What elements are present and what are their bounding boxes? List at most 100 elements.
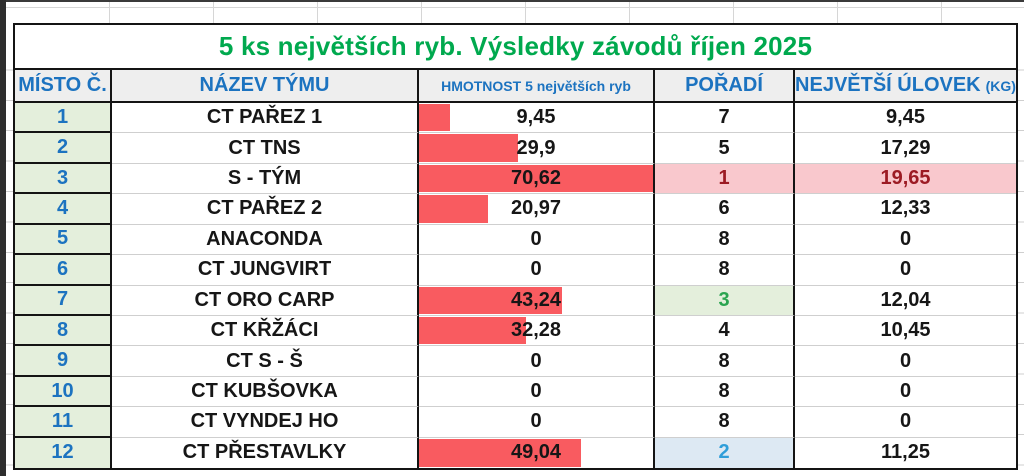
place-value: 10 [51,379,74,402]
cell-rank[interactable]: 8 [655,376,795,408]
cell-rank[interactable]: 4 [655,315,795,347]
biggest-value: 11,25 [881,441,930,464]
cell-place[interactable]: 2 [15,133,112,164]
cell-biggest[interactable]: 0 [795,346,1016,377]
cell-weight[interactable]: 9,45 [419,103,655,134]
cell-team[interactable]: CT TNS [112,133,419,164]
rank-value: 7 [718,106,730,129]
cell-place[interactable]: 10 [15,376,112,408]
results-table: 5 ks největších ryb. Výsledky závodů říj… [13,23,1018,470]
cell-rank[interactable]: 1 [655,163,795,195]
cell-weight[interactable]: 0 [419,346,655,377]
cell-weight[interactable]: 29,9 [419,133,655,164]
cell-place[interactable]: 12 [15,437,112,469]
cell-weight[interactable]: 49,04 [419,437,655,469]
sheet-left-margin-gridlines [6,23,13,470]
cell-rank[interactable]: 6 [655,194,795,225]
cell-rank[interactable]: 5 [655,133,795,164]
cell-team[interactable]: CT PAŘEZ 1 [112,103,419,134]
cell-weight[interactable]: 0 [419,255,655,286]
table-row: 3 S - TÝM 70,62 1 19,65 [15,163,1016,195]
cell-biggest[interactable]: 19,65 [795,163,1016,195]
rank-value: 8 [718,227,730,250]
cell-weight[interactable]: 70,62 [419,163,655,195]
team-name: CT PAŘEZ 1 [206,106,323,129]
place-value: 7 [56,288,69,311]
cell-place[interactable]: 9 [15,346,112,377]
cell-weight[interactable]: 43,24 [419,285,655,316]
header-team[interactable]: NÁZEV TÝMU [112,70,419,101]
place-value: 3 [56,166,69,189]
cell-team[interactable]: CT JUNGVIRT [112,255,419,286]
weight-value: 70,62 [510,167,562,190]
cell-place[interactable]: 3 [15,163,112,195]
header-weight-label: HMOTNOST 5 největších ryb [441,77,631,94]
header-weight[interactable]: HMOTNOST 5 největších ryb [419,70,655,101]
cell-place[interactable]: 6 [15,255,112,286]
cell-weight[interactable]: 32,28 [419,315,655,347]
biggest-value: 9,45 [886,106,925,129]
header-biggest-unit: (KG) [985,77,1016,94]
data-bar [419,438,582,468]
cell-biggest[interactable]: 0 [795,224,1016,256]
cell-team[interactable]: CT VYNDEJ HO [112,407,419,438]
cell-team[interactable]: CT PŘESTAVLKY [112,437,419,469]
cell-place[interactable]: 11 [15,407,112,438]
header-place[interactable]: MÍSTO Č. [15,70,112,101]
team-name: CT KUBŠOVKA [191,380,338,402]
cell-place[interactable]: 7 [15,285,112,316]
header-place-label: MÍSTO Č. [18,74,107,96]
data-bar [419,104,451,132]
table-row: 12 CT PŘESTAVLKY 49,04 2 11,25 [15,437,1016,469]
cell-rank[interactable]: 8 [655,224,795,256]
cell-weight[interactable]: 20,97 [419,194,655,225]
table-title-cell[interactable]: 5 ks největších ryb. Výsledky závodů říj… [15,25,1016,70]
team-name: CT PAŘEZ 2 [206,197,323,220]
cell-team[interactable]: CT KŘŽÁCI [112,315,419,347]
cell-biggest[interactable]: 0 [795,376,1016,408]
cell-weight[interactable]: 0 [419,224,655,256]
place-value: 4 [56,196,69,219]
header-rank[interactable]: POŘADÍ [655,70,795,101]
header-biggest-label: NEJVĚTŠÍ ÚLOVEK [795,74,981,96]
table-row: 10 CT KUBŠOVKA 0 8 0 [15,376,1016,408]
biggest-value: 17,29 [880,136,931,159]
cell-weight[interactable]: 0 [419,376,655,408]
weight-value: 0 [530,410,542,433]
cell-biggest[interactable]: 0 [795,407,1016,438]
cell-biggest[interactable]: 12,33 [795,194,1016,225]
cell-team[interactable]: S - TÝM [112,163,419,195]
cell-biggest[interactable]: 12,04 [795,285,1016,316]
cell-rank[interactable]: 8 [655,407,795,438]
weight-value: 32,28 [510,319,562,342]
header-biggest[interactable]: NEJVĚTŠÍ ÚLOVEK (KG) [795,70,1016,101]
cell-team[interactable]: CT ORO CARP [112,285,419,316]
cell-weight[interactable]: 0 [419,407,655,438]
cell-team[interactable]: CT S - Š [112,346,419,377]
biggest-value: 10,45 [880,319,931,342]
cell-team[interactable]: CT KUBŠOVKA [112,376,419,408]
cell-biggest[interactable]: 17,29 [795,133,1016,164]
cell-rank[interactable]: 8 [655,255,795,286]
table-body: 1 CT PAŘEZ 1 9,45 7 9,45 2 CT TNS 29,9 5 [15,103,1016,469]
cell-team[interactable]: ANACONDA [112,224,419,256]
team-name: ANACONDA [206,227,323,250]
place-value: 12 [51,441,74,464]
weight-value: 29,9 [516,136,556,159]
cell-place[interactable]: 5 [15,224,112,256]
cell-place[interactable]: 4 [15,194,112,225]
place-value: 8 [56,318,69,341]
cell-rank[interactable]: 7 [655,103,795,134]
cell-biggest[interactable]: 9,45 [795,103,1016,134]
cell-team[interactable]: CT PAŘEZ 2 [112,194,419,225]
cell-rank[interactable]: 3 [655,285,795,316]
cell-place[interactable]: 8 [15,315,112,347]
cell-place[interactable]: 1 [15,103,112,134]
place-value: 11 [51,409,74,432]
cell-biggest[interactable]: 0 [795,255,1016,286]
cell-rank[interactable]: 2 [655,437,795,469]
cell-biggest[interactable]: 10,45 [795,315,1016,347]
cell-rank[interactable]: 8 [655,346,795,377]
cell-biggest[interactable]: 11,25 [795,437,1016,469]
rank-value: 1 [718,167,730,190]
